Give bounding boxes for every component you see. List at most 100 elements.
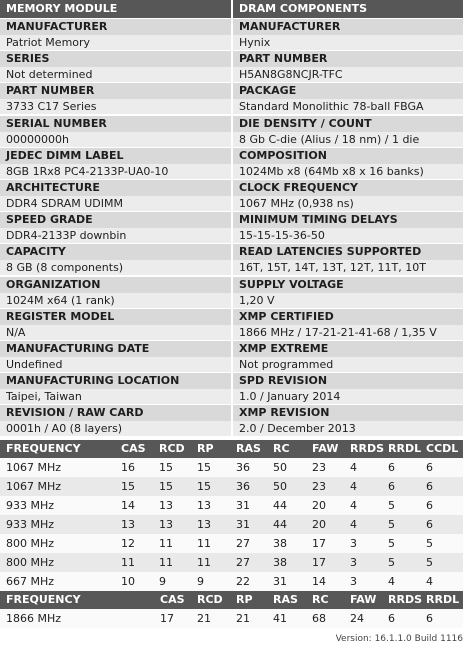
table-row bbox=[0, 534, 463, 553]
column-header: RRDL bbox=[426, 593, 460, 606]
table-cell: 21 bbox=[197, 612, 211, 625]
field-label: SERIAL NUMBER bbox=[0, 115, 231, 132]
field-label: CAPACITY bbox=[0, 244, 231, 261]
field-label: PACKAGE bbox=[233, 83, 463, 100]
table-cell: 3 bbox=[350, 575, 357, 588]
table-header-bar bbox=[0, 591, 463, 609]
column-header: RRDL bbox=[388, 442, 422, 455]
table-cell: 6 bbox=[426, 518, 433, 531]
table-cell: 16 bbox=[121, 461, 135, 474]
table-cell: 17 bbox=[312, 537, 326, 550]
field-value: Hynix bbox=[233, 35, 463, 50]
field-label: CLOCK FREQUENCY bbox=[233, 180, 463, 196]
field-value: 8 GB (8 components) bbox=[0, 260, 231, 276]
field-value: 2.0 / December 2013 bbox=[233, 421, 463, 437]
field-value: H5AN8G8NCJR-TFC bbox=[233, 67, 463, 83]
table-row bbox=[0, 572, 463, 591]
field-label: COMPOSITION bbox=[233, 147, 463, 164]
field-value: 1,20 V bbox=[233, 292, 463, 308]
table-cell: 13 bbox=[121, 518, 135, 531]
table-cell: 68 bbox=[312, 612, 326, 625]
table-cell: 15 bbox=[159, 461, 173, 474]
table-cell: 38 bbox=[273, 537, 287, 550]
table-cell: 6 bbox=[388, 480, 395, 493]
field-value: 1067 MHz (0,938 ns) bbox=[233, 196, 463, 211]
table-cell: 6 bbox=[426, 480, 433, 493]
table-cell: 23 bbox=[312, 461, 326, 474]
table-cell: 21 bbox=[236, 612, 250, 625]
table-cell: 14 bbox=[312, 575, 326, 588]
table-cell: 6 bbox=[426, 499, 433, 512]
table-cell: 5 bbox=[388, 518, 395, 531]
field-value: 15-15-15-36-50 bbox=[233, 228, 463, 244]
table-cell: 5 bbox=[426, 537, 433, 550]
table-cell: 15 bbox=[159, 480, 173, 493]
field-value: DDR4-2133P downbin bbox=[0, 228, 231, 244]
field-value: Not determined bbox=[0, 67, 231, 83]
table-cell: 11 bbox=[197, 556, 211, 569]
table-cell: 6 bbox=[388, 461, 395, 474]
table-cell: 15 bbox=[197, 461, 211, 474]
table-cell: 22 bbox=[236, 575, 250, 588]
table-cell: 933 MHz bbox=[6, 499, 55, 512]
table-cell: 5 bbox=[426, 556, 433, 569]
table-cell: 5 bbox=[388, 556, 395, 569]
table-cell: 6 bbox=[388, 612, 395, 625]
field-value: Not programmed bbox=[233, 357, 463, 372]
table-cell: 9 bbox=[197, 575, 204, 588]
table-cell: 1866 MHz bbox=[6, 612, 62, 625]
field-value: 1024M x64 (1 rank) bbox=[0, 292, 231, 308]
table-cell: 13 bbox=[159, 499, 173, 512]
field-value: 1866 MHz / 17-21-21-41-68 / 1,35 V bbox=[233, 324, 463, 340]
field-label: DIE DENSITY / COUNT bbox=[233, 115, 463, 132]
table-row bbox=[0, 515, 463, 534]
field-label: SERIES bbox=[0, 51, 231, 68]
field-label: XMP CERTIFIED bbox=[233, 308, 463, 325]
field-value: 8 Gb C-die (Alius / 18 nm) / 1 die bbox=[233, 131, 463, 147]
field-label: MANUFACTURING DATE bbox=[0, 341, 231, 357]
table-cell: 3 bbox=[350, 537, 357, 550]
table-cell: 13 bbox=[197, 518, 211, 531]
table-cell: 4 bbox=[350, 461, 357, 474]
field-label: SPEED GRADE bbox=[0, 212, 231, 229]
version-label: Version: 16.1.1.0 Build 1116 bbox=[335, 634, 463, 644]
column-header: RRDS bbox=[350, 442, 384, 455]
table-cell: 20 bbox=[312, 518, 326, 531]
column-header: FAW bbox=[312, 442, 339, 455]
field-value: DDR4 SDRAM UDIMM bbox=[0, 196, 231, 211]
column-header: FAW bbox=[350, 593, 377, 606]
table-cell: 20 bbox=[312, 499, 326, 512]
table-cell: 800 MHz bbox=[6, 537, 55, 550]
column-header: FREQUENCY bbox=[6, 442, 81, 455]
table-cell: 10 bbox=[121, 575, 135, 588]
field-label: REVISION / RAW CARD bbox=[0, 405, 231, 422]
table-cell: 24 bbox=[350, 612, 364, 625]
table-cell: 41 bbox=[273, 612, 287, 625]
field-label: XMP REVISION bbox=[233, 405, 463, 422]
field-label: REGISTER MODEL bbox=[0, 308, 231, 325]
field-label: READ LATENCIES SUPPORTED bbox=[233, 244, 463, 261]
field-value: 16T, 15T, 14T, 13T, 12T, 11T, 10T bbox=[233, 260, 463, 276]
field-value: N/A bbox=[0, 324, 231, 340]
field-value: 00000000h bbox=[0, 131, 231, 147]
field-label: SPD REVISION bbox=[233, 373, 463, 390]
column-header: CAS bbox=[160, 593, 185, 606]
table-cell: 27 bbox=[236, 556, 250, 569]
section-header: MEMORY MODULE bbox=[0, 0, 231, 18]
table-cell: 15 bbox=[197, 480, 211, 493]
table-cell: 44 bbox=[273, 518, 287, 531]
field-value: Taipei, Taiwan bbox=[0, 389, 231, 405]
field-label: PART NUMBER bbox=[0, 83, 231, 100]
column-header: RP bbox=[236, 593, 253, 606]
column-header: RP bbox=[197, 442, 214, 455]
table-cell: 11 bbox=[197, 537, 211, 550]
section-header: DRAM COMPONENTS bbox=[233, 0, 463, 18]
column-header: FREQUENCY bbox=[6, 593, 81, 606]
column-header: CCDL bbox=[426, 442, 459, 455]
field-value: 0001h / A0 (8 layers) bbox=[0, 421, 231, 437]
table-cell: 31 bbox=[236, 518, 250, 531]
table-cell: 17 bbox=[160, 612, 174, 625]
table-cell: 23 bbox=[312, 480, 326, 493]
field-label: MANUFACTURER bbox=[0, 19, 231, 35]
